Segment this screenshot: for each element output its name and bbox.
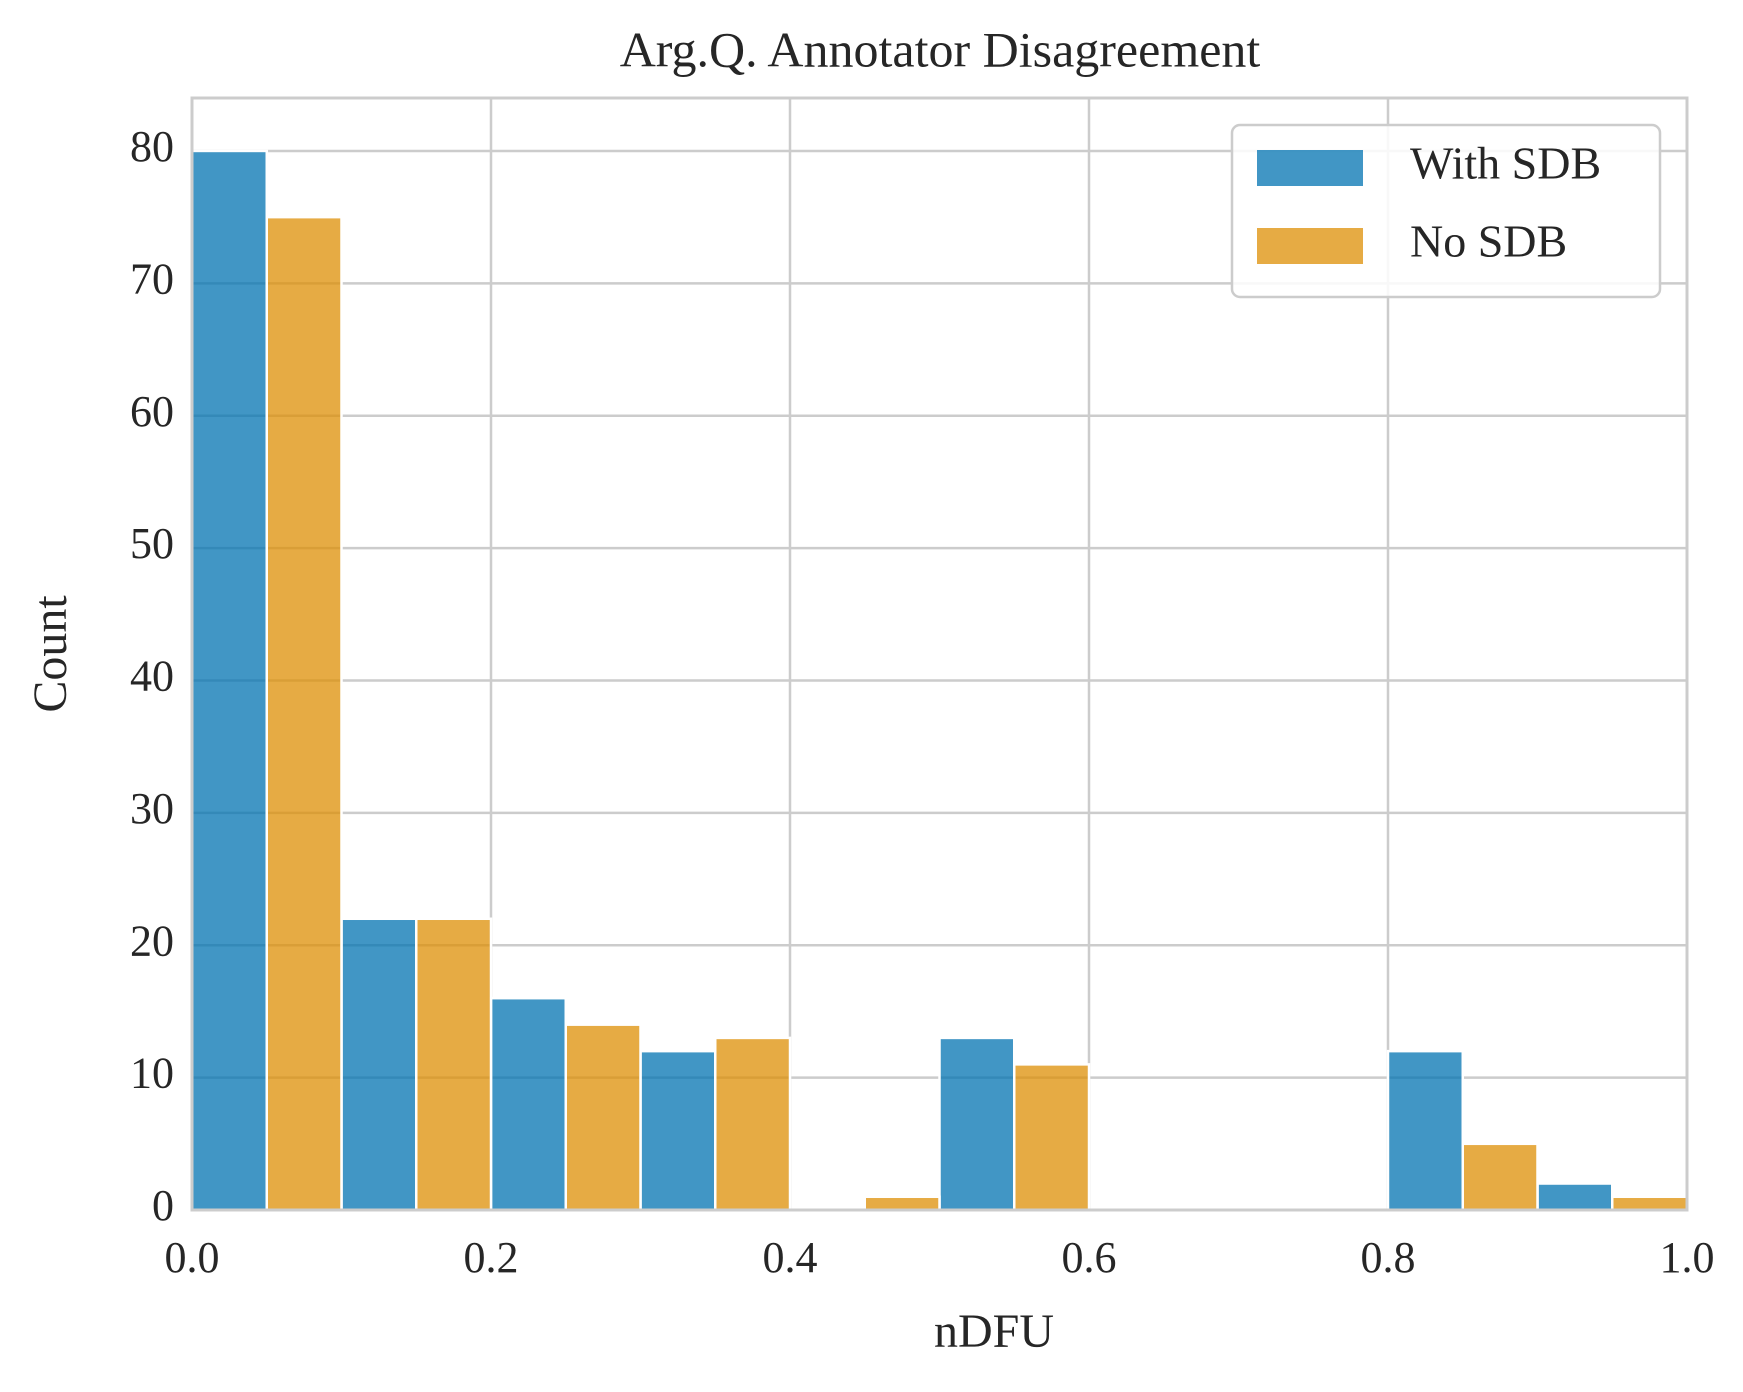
x-tick-label: 0.0	[165, 1233, 220, 1282]
y-tick-label: 30	[130, 784, 174, 833]
bar	[489, 996, 567, 1212]
bar	[1386, 1049, 1464, 1212]
bar	[714, 1036, 792, 1212]
bar	[415, 917, 493, 1212]
bar	[1461, 1142, 1539, 1212]
bar	[564, 1023, 642, 1212]
y-tick-label: 40	[130, 652, 174, 701]
bar	[1611, 1195, 1689, 1212]
plot-frame	[190, 96, 1689, 1212]
x-tick-label: 1.0	[1660, 1233, 1715, 1282]
bar	[863, 1195, 941, 1212]
bar	[639, 1049, 717, 1212]
y-tick-label: 60	[130, 387, 174, 436]
x-tick-label: 0.2	[464, 1233, 519, 1282]
x-axis-label: nDFU	[934, 1305, 1054, 1358]
x-tick-label: 0.8	[1361, 1233, 1416, 1282]
bar	[1013, 1063, 1091, 1212]
legend-label: With SDB	[1410, 138, 1601, 189]
x-tick-label: 0.6	[1062, 1233, 1117, 1282]
bar	[265, 215, 343, 1212]
y-tick-label: 70	[130, 254, 174, 303]
bar	[190, 149, 268, 1212]
y-tick-label: 0	[152, 1181, 174, 1230]
legend-swatch	[1257, 228, 1363, 264]
legend-swatch	[1257, 150, 1363, 186]
chart-title: Arg.Q. Annotator Disagreement	[620, 21, 1261, 77]
y-tick-label: 10	[130, 1049, 174, 1098]
y-axis-label: Count	[24, 595, 77, 713]
y-tick-label: 80	[130, 122, 174, 171]
legend-label: No SDB	[1410, 216, 1567, 267]
bar	[1536, 1182, 1614, 1212]
y-tick-label: 20	[130, 916, 174, 965]
bar	[340, 917, 418, 1212]
bar	[938, 1036, 1016, 1212]
x-tick-label: 0.4	[763, 1233, 818, 1282]
y-tick-label: 50	[130, 519, 174, 568]
